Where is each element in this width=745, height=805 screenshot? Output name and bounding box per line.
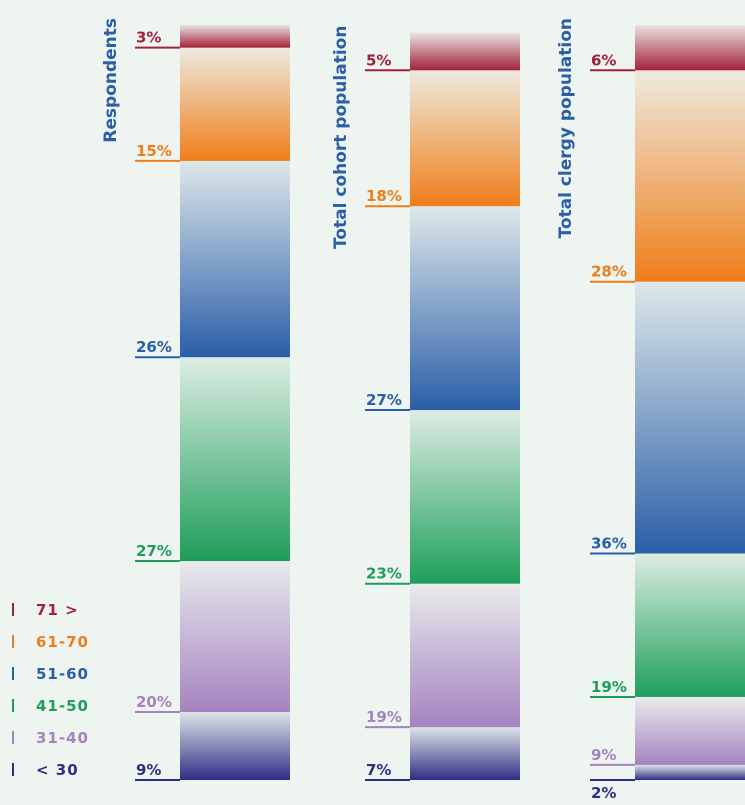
bar-segment: [635, 25, 745, 71]
bar-segment: [180, 357, 290, 562]
value-label: 19%: [366, 708, 402, 726]
bar-segment: [180, 25, 290, 48]
bar-segment: [410, 206, 520, 411]
value-label: 27%: [366, 391, 402, 409]
value-label: 7%: [366, 761, 391, 779]
column-title: Respondents: [101, 18, 121, 143]
bar-segment: [410, 70, 520, 207]
value-label: 9%: [591, 746, 616, 764]
value-label: 26%: [136, 338, 172, 356]
column-title: Total clergy population: [556, 18, 576, 239]
bar-segment: [180, 561, 290, 713]
legend-label: 31-40: [36, 729, 89, 747]
bar-segment: [635, 281, 745, 554]
value-label: 15%: [136, 142, 172, 160]
legend-label: 71 >: [36, 601, 79, 619]
legend-label: 61-70: [36, 633, 89, 651]
value-label: 27%: [136, 542, 172, 560]
value-label: 2%: [591, 784, 616, 802]
value-label: 6%: [591, 51, 616, 69]
value-label: 3%: [136, 29, 161, 47]
bar-segment: [635, 553, 745, 697]
legend-label: 41-50: [36, 697, 89, 715]
bar-segment: [410, 410, 520, 584]
bar-segment: [635, 70, 745, 282]
bar-segment: [410, 583, 520, 728]
value-label: 23%: [366, 565, 402, 583]
value-label: 28%: [591, 263, 627, 281]
bar-segment: [180, 712, 290, 780]
value-label: 19%: [591, 678, 627, 696]
legend-label: 51-60: [36, 665, 89, 683]
column-title: Total cohort population: [331, 26, 351, 249]
value-label: 18%: [366, 187, 402, 205]
bar-segment: [410, 727, 520, 780]
value-label: 5%: [366, 51, 391, 69]
value-label: 9%: [136, 761, 161, 779]
bar-segment: [180, 47, 290, 161]
legend-label: < 30: [36, 761, 79, 779]
value-label: 36%: [591, 535, 627, 553]
bar-segment: [180, 160, 290, 358]
bar-segment: [635, 696, 745, 765]
bar-segment: [410, 32, 520, 71]
value-label: 20%: [136, 693, 172, 711]
bar-segment: [635, 764, 745, 780]
